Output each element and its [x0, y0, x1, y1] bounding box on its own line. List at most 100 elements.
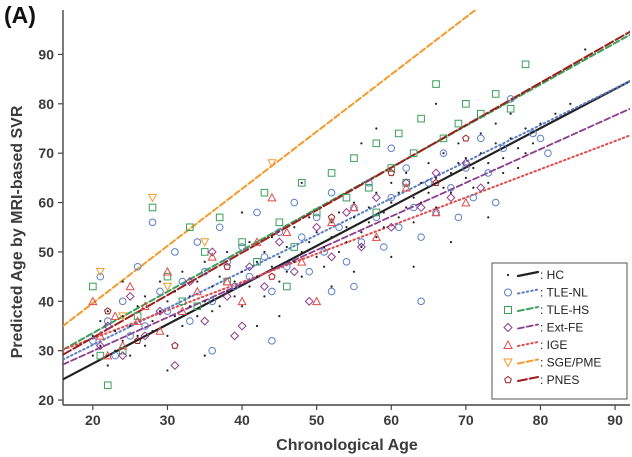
data-point: [394, 223, 403, 232]
data-point: [412, 265, 415, 268]
data-point: [118, 297, 127, 306]
data-point: [330, 236, 333, 239]
data-point: [118, 312, 128, 321]
data-point: [479, 152, 482, 155]
data-point: [268, 337, 276, 345]
data-point: [342, 193, 351, 202]
data-point: [439, 134, 448, 143]
data-point: [200, 267, 209, 276]
data-point: [240, 270, 244, 273]
data-point: [215, 213, 224, 222]
data-point: [126, 332, 134, 340]
data-point: [360, 231, 363, 234]
data-point: [382, 226, 385, 229]
legend-line: [517, 323, 539, 330]
data-point: [208, 346, 217, 355]
data-point: [300, 181, 303, 184]
data-point: [136, 334, 139, 337]
data-point: [129, 354, 132, 357]
legend-line: [517, 341, 539, 347]
data-point: [185, 277, 195, 287]
data-point: [372, 208, 381, 217]
data-point: [260, 253, 269, 261]
data-point: [352, 201, 356, 204]
data-point: [337, 211, 341, 214]
data-point: [193, 238, 202, 246]
data-point: [238, 238, 246, 246]
data-point: [487, 181, 490, 184]
data-point: [499, 144, 507, 153]
data-point: [268, 287, 276, 296]
fit-line: [63, 30, 630, 356]
legend-label: : PNES: [540, 373, 579, 387]
data-point: [155, 306, 165, 316]
data-point: [341, 207, 352, 217]
data-point: [327, 169, 336, 177]
legend-entry: : SGE/PME: [503, 356, 601, 370]
legend-label: : TLE-HS: [540, 303, 589, 317]
data-point: [278, 315, 281, 318]
data-point: [263, 250, 266, 254]
series-points-triangle: [88, 182, 471, 360]
data-point: [104, 307, 112, 315]
data-point: [357, 238, 366, 246]
data-point: [417, 114, 425, 123]
y-tick-label: 70: [38, 145, 54, 161]
data-point: [487, 161, 490, 165]
data-point: [402, 164, 410, 172]
data-point: [449, 240, 453, 244]
data-point: [155, 326, 165, 335]
data-point: [434, 206, 438, 209]
data-point: [420, 181, 423, 184]
data-point: [274, 237, 284, 247]
data-point: [409, 149, 418, 157]
data-point: [186, 317, 194, 325]
data-point: [289, 267, 299, 277]
data-point: [402, 179, 410, 187]
data-point: [252, 237, 262, 246]
legend-entry: : PNES: [504, 373, 579, 387]
data-point: [88, 296, 98, 306]
data-point: [143, 344, 147, 347]
data-point: [509, 137, 512, 140]
data-point: [158, 280, 162, 283]
data-point: [188, 305, 191, 308]
data-point: [238, 243, 246, 251]
data-point: [502, 171, 505, 175]
data-point: [516, 147, 520, 150]
data-point: [442, 152, 445, 155]
data-point: [196, 315, 199, 318]
data-point: [208, 297, 217, 306]
data-point: [136, 305, 139, 308]
data-point: [457, 161, 460, 165]
data-point: [223, 262, 231, 270]
data-point: [529, 129, 537, 138]
data-point: [397, 191, 400, 194]
data-point: [196, 280, 199, 283]
data-point: [283, 262, 291, 271]
data-point: [118, 351, 128, 361]
data-point: [226, 250, 229, 254]
x-tick-label: 80: [533, 412, 549, 428]
y-tick-label: 60: [38, 195, 54, 211]
panel-label: (A): [4, 2, 36, 28]
data-point: [285, 245, 288, 249]
data-point: [412, 196, 415, 199]
data-point: [151, 319, 154, 323]
data-point: [121, 315, 124, 318]
data-point: [255, 260, 259, 263]
legend-line: [517, 358, 539, 365]
data-point: [434, 102, 438, 105]
data-point: [521, 60, 530, 69]
data-point: [103, 381, 112, 390]
data-point: [275, 218, 284, 227]
data-point: [454, 213, 463, 222]
data-point: [350, 154, 358, 162]
data-point: [427, 161, 430, 165]
data-point: [297, 233, 306, 241]
data-point: [476, 109, 485, 118]
data-point: [312, 296, 322, 306]
data-point: [278, 280, 281, 283]
legend-entry: : TLE-HS: [504, 303, 589, 317]
y-tick-label: 80: [38, 96, 54, 112]
